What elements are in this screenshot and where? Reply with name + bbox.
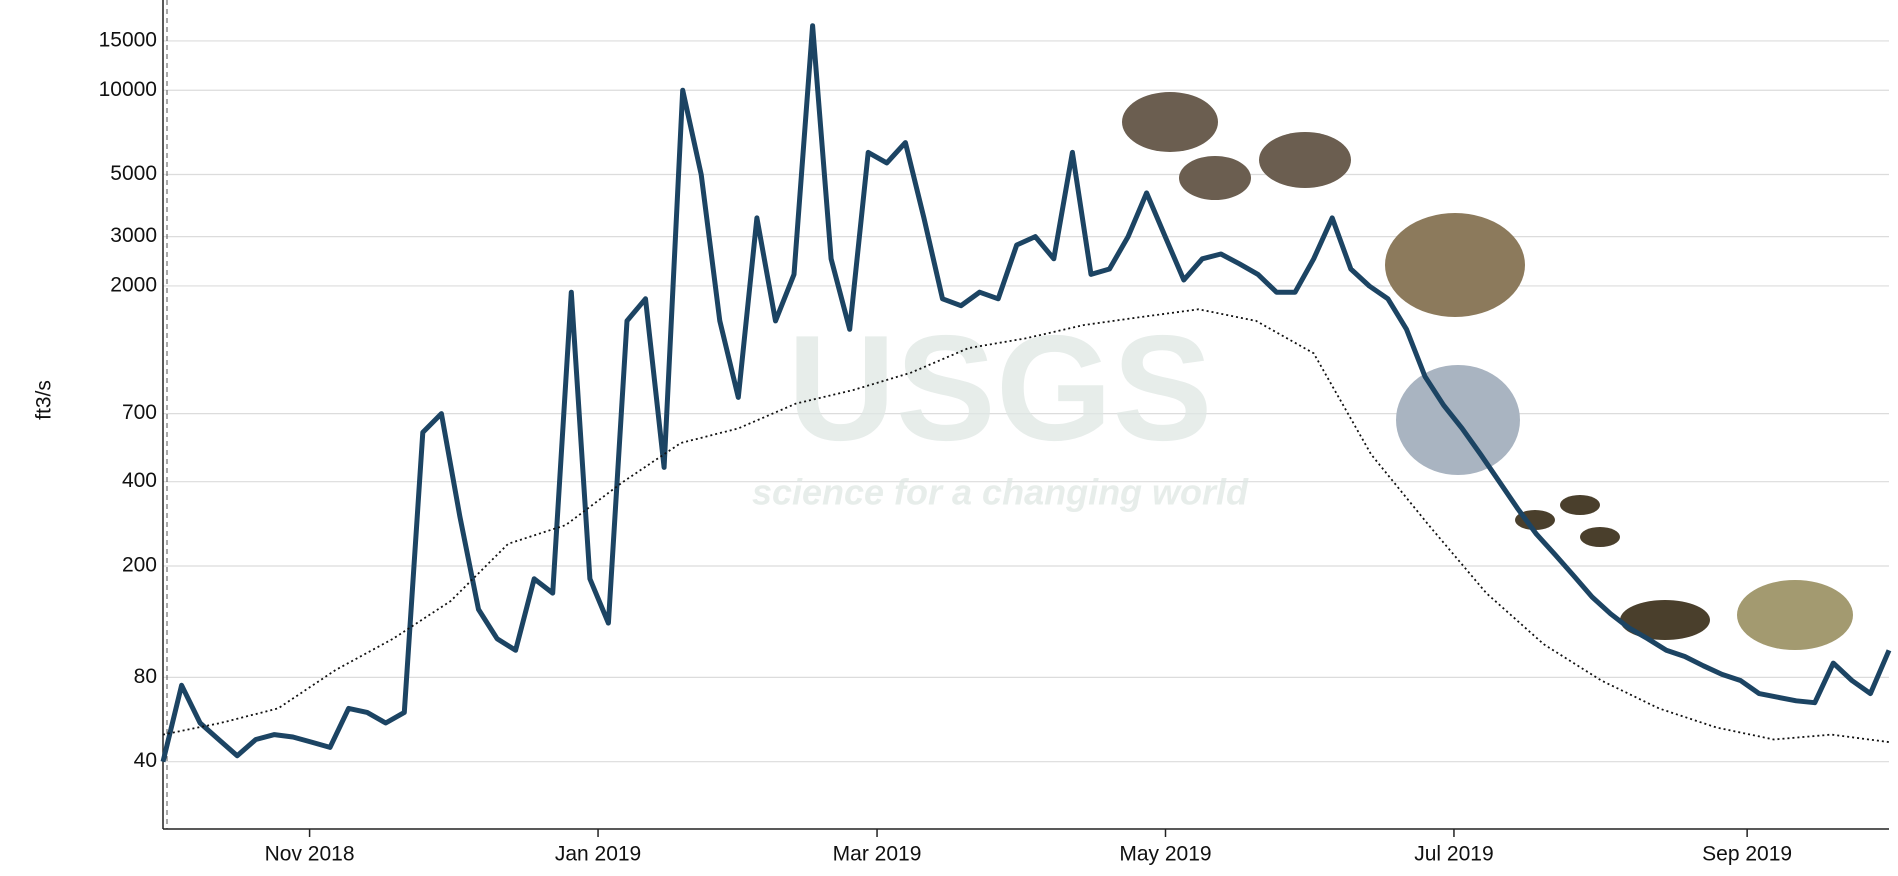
y-tick-label: 2000 (110, 274, 157, 297)
tadpole-image (1580, 527, 1620, 547)
series-line (160, 23, 1892, 763)
x-tick-label: Jan 2019 (555, 843, 641, 866)
frog-image (1385, 213, 1525, 317)
y-tick-label: 5000 (110, 162, 157, 185)
y-tick-label: 400 (122, 469, 157, 492)
frog-image (1122, 92, 1218, 152)
y-tick-label: 80 (134, 665, 157, 688)
grid (163, 40, 1889, 763)
froglet-image (1737, 580, 1853, 650)
watermark-tagline: science for a changing world (752, 472, 1249, 513)
y-tick-label: 10000 (99, 78, 157, 101)
tadpole-image (1620, 600, 1710, 640)
tadpole-image (1560, 495, 1600, 515)
y-tick-label: 700 (122, 401, 157, 424)
x-tick-label: Sep 2019 (1702, 843, 1792, 866)
x-tick-label: Nov 2018 (265, 843, 355, 866)
frog-image (1259, 132, 1351, 188)
x-tick-label: Mar 2019 (833, 843, 922, 866)
y-tick-label: 3000 (110, 224, 157, 247)
y-axis-label: ft3/s (33, 380, 56, 420)
x-tick-label: Jul 2019 (1414, 843, 1493, 866)
y-tick-label: 40 (134, 749, 157, 772)
series-line (162, 308, 1890, 743)
y-tick-label: 200 (122, 554, 157, 577)
decorations (1122, 92, 1853, 650)
x-tick-label: May 2019 (1119, 843, 1211, 866)
y-tick-label: 15000 (99, 28, 157, 51)
frog-image (1179, 156, 1251, 200)
